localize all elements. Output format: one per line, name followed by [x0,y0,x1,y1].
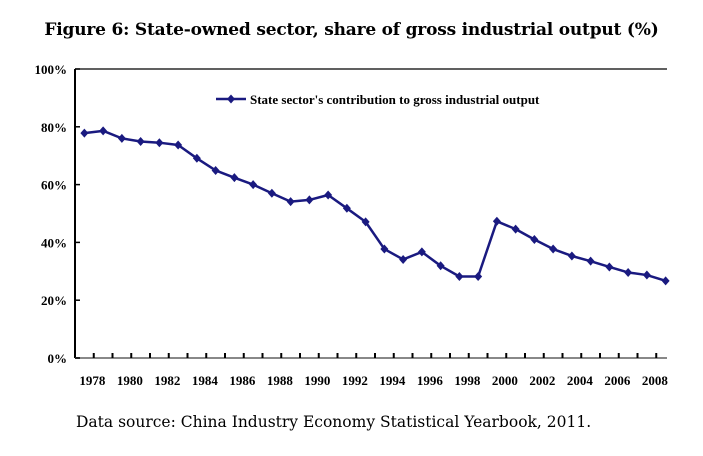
series-group [80,126,670,286]
data-point [174,140,183,150]
x-tick-label: 1996 [417,373,444,388]
x-tick-label: 1992 [342,373,368,388]
x-tick-label: 1982 [154,373,180,388]
data-point [230,173,239,183]
x-tick-label: 2008 [642,373,669,388]
x-tick-label: 1980 [117,373,143,388]
data-point [286,197,295,207]
data-point [436,261,445,271]
legend-label: State sector's contribution to gross ind… [250,92,540,107]
data-point [474,272,483,282]
data-point [192,153,201,163]
chart-title: Figure 6: State-owned sector, share of g… [44,20,659,40]
data-point [661,276,670,286]
data-point [399,254,408,264]
data-point [211,165,220,175]
x-axis-ticks: 1978 1980 1982 1984 1986 1988 1990 1992 1994 1996… [79,353,668,388]
x-tick-label: 2000 [492,373,518,388]
data-point [99,126,108,136]
series-line [84,129,666,283]
y-tick-label: 20% [41,293,67,308]
x-tick-label: 1990 [304,373,330,388]
data-point [80,128,89,138]
x-tick-label: 1984 [192,373,219,388]
axes [74,68,667,359]
data-point [492,216,501,226]
x-tick-label: 2006 [604,373,631,388]
legend: State sector's contribution to gross ind… [216,92,540,107]
x-tick-label: 1998 [454,373,481,388]
data-point [511,224,520,234]
legend-marker [227,94,235,104]
y-axis-ticks: 0% 20% 40% 60% 80% 100% [35,62,80,366]
data-point [642,270,651,280]
y-tick-label: 60% [41,178,67,193]
data-point [249,180,258,190]
data-point [342,203,351,213]
data-point [155,138,164,148]
y-tick-label: 0% [48,351,68,366]
data-point [417,247,426,257]
data-point [136,137,145,147]
data-point [117,133,126,143]
data-point [624,267,633,277]
data-point [380,244,389,254]
data-point [455,272,464,282]
x-tick-label: 1978 [79,373,106,388]
data-source-note: Data source: China Industry Economy Stat… [76,413,592,431]
x-tick-label: 2002 [529,373,555,388]
data-point [267,188,276,198]
data-point [361,217,370,227]
x-tick-label: 1988 [267,373,294,388]
data-point [567,251,576,261]
data-point [586,256,595,266]
y-tick-label: 100% [35,62,68,77]
data-point [324,190,333,200]
data-point [305,195,314,205]
data-point [530,235,539,245]
y-tick-label: 40% [41,235,67,250]
x-tick-label: 1986 [229,373,256,388]
data-point [549,244,558,254]
y-tick-label: 80% [41,120,67,135]
data-point [605,262,614,272]
x-tick-label: 1994 [379,373,406,388]
x-tick-label: 2004 [567,373,594,388]
